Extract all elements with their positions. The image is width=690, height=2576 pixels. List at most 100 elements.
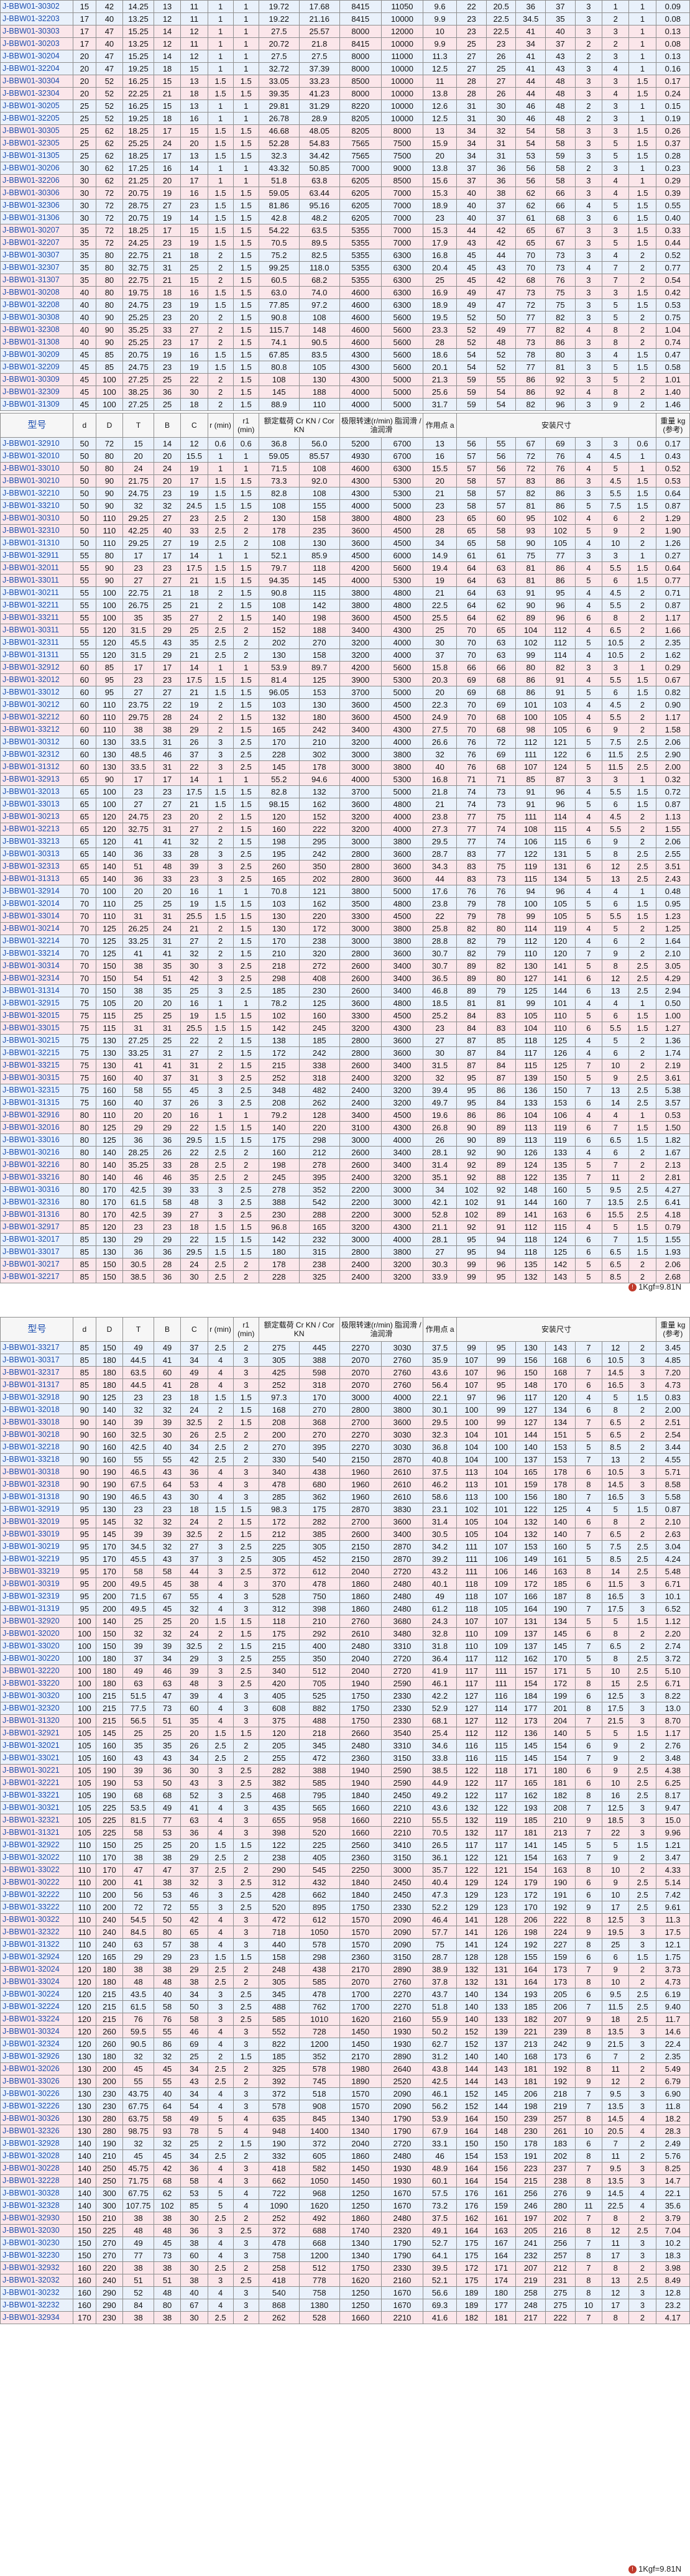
table-cell: 85 xyxy=(72,1378,96,1392)
table-cell: 95 xyxy=(456,1245,487,1258)
table-cell: 107 xyxy=(485,1615,517,1628)
table-cell: 46.5 xyxy=(122,1490,154,1503)
table-cell: 2 xyxy=(232,2261,259,2274)
table-cell: 1.5 xyxy=(628,910,656,923)
table-cell: 32.5 xyxy=(180,1416,208,1429)
model-number: J-BBW01-30217 xyxy=(0,1258,73,1271)
table-cell: 28 xyxy=(180,847,208,861)
table-cell: 37 xyxy=(485,211,517,224)
table-cell: 288 xyxy=(298,1208,340,1221)
table-cell: 34 xyxy=(180,1441,208,1454)
table-cell: 117 xyxy=(456,1652,487,1665)
table-cell: 38 xyxy=(153,2311,182,2324)
table-cell: 92 xyxy=(545,385,576,399)
table-row: J-BBW01-32930 150 210 38 38 30 2.5 2 252 492 1860 2… xyxy=(0,2212,690,2225)
table-cell: 2520 xyxy=(380,2075,424,2088)
table-cell: 75 xyxy=(485,860,517,873)
table-cell: 4 xyxy=(602,348,630,361)
table-cell: 49 xyxy=(122,1664,154,1678)
table-cell: 48.5 xyxy=(122,748,154,761)
table-cell: 345 xyxy=(258,1988,300,2001)
table-cell: 57.7 xyxy=(423,1926,458,1939)
table-cell: 182 xyxy=(456,2311,487,2324)
table-cell: 215 xyxy=(95,2000,124,2013)
table-cell: 1570 xyxy=(339,2100,382,2113)
table-cell: 2250 xyxy=(339,1863,382,1877)
table-cell: 46 xyxy=(180,1888,208,1901)
table-cell: 1980 xyxy=(339,2062,382,2075)
table-cell: 7 xyxy=(602,261,630,274)
table-cell: 27.25 xyxy=(122,398,154,411)
table-cell: 55.9 xyxy=(423,2013,458,2026)
table-cell: 49 xyxy=(122,2237,154,2250)
table-cell: 258 xyxy=(258,2261,300,2274)
table-cell: 140 xyxy=(72,2149,96,2163)
table-cell: 90 xyxy=(485,1146,517,1159)
table-cell: 60 xyxy=(180,2249,208,2262)
table-cell: 2 xyxy=(232,1171,259,1184)
table-cell: 0.83 xyxy=(655,1391,690,1404)
table-cell: 15.0 xyxy=(655,1814,690,1827)
table-cell: 107 xyxy=(515,760,546,773)
table-cell: 176 xyxy=(456,2187,487,2200)
table-cell: 80 xyxy=(72,1158,96,1171)
table-cell: 400 xyxy=(298,1640,340,1653)
table-cell: 1 xyxy=(232,885,259,898)
table-cell: 89.5 xyxy=(298,236,340,249)
table-cell: 2.5 xyxy=(232,748,259,761)
table-cell: 478 xyxy=(298,1577,340,1590)
table-cell: 3 xyxy=(628,1590,656,1603)
table-cell: 2330 xyxy=(380,1901,424,1914)
table-cell: 38 xyxy=(180,2274,208,2287)
table-cell: 33.25 xyxy=(122,935,154,948)
table-cell: 76 xyxy=(456,748,487,761)
table-cell: 2.35 xyxy=(655,636,690,649)
table-cell: 111 xyxy=(485,1677,517,1690)
table-cell: 24 xyxy=(180,711,208,724)
model-number: J-BBW01-30232 xyxy=(0,2286,73,2299)
table-cell: 11 xyxy=(602,1171,630,1184)
table-cell: 4300 xyxy=(380,1221,424,1234)
table-cell: 113 xyxy=(515,1121,546,1134)
table-cell: 3800 xyxy=(339,512,382,525)
table-cell: 34.2 xyxy=(423,1540,458,1553)
table-cell: 3 xyxy=(207,1764,234,1777)
table-cell: 111 xyxy=(456,1540,487,1553)
table-cell: 74 xyxy=(456,785,487,798)
table-cell: 212 xyxy=(298,1146,340,1159)
table-cell: 31 xyxy=(153,935,182,948)
table-cell: 4 xyxy=(602,249,630,262)
table-cell: 7 xyxy=(574,2087,603,2100)
table-cell: 141 xyxy=(456,1926,487,1939)
table-cell: 4800 xyxy=(380,599,424,612)
table-cell: 96 xyxy=(545,611,576,624)
model-number: J-BBW01-33010 xyxy=(0,462,73,475)
table-cell: 30 xyxy=(180,2261,208,2274)
table-cell: 13.8 xyxy=(423,87,458,100)
table-cell: 18.9 xyxy=(423,298,458,312)
table-cell: 230 xyxy=(95,2311,124,2324)
table-cell: 144 xyxy=(515,1428,546,1441)
table-cell: 612 xyxy=(298,1565,340,1578)
table-row: J-BBW01-30208 40 80 19.75 18 16 1.5 1.5 63.0 74.0… xyxy=(0,286,690,299)
table-cell: 2150 xyxy=(339,1553,382,1566)
model-number: J-BBW01-31317 xyxy=(0,1378,73,1392)
table-cell: 77 xyxy=(515,361,546,374)
table-cell: 1750 xyxy=(339,1702,382,1715)
table-cell: 1670 xyxy=(380,2286,424,2299)
table-cell: 51.5 xyxy=(122,1689,154,1702)
table-cell: 145 xyxy=(545,1839,576,1852)
table-cell: 90 xyxy=(95,336,124,349)
table-cell: 137 xyxy=(515,1627,546,1640)
table-cell: 2 xyxy=(574,162,603,175)
table-cell: 3800 xyxy=(380,835,424,848)
table-cell: 162 xyxy=(298,798,340,811)
table-cell: 2 xyxy=(207,698,234,711)
table-cell: 1.12 xyxy=(655,1615,690,1628)
table-cell: 23 xyxy=(180,199,208,212)
table-cell: 256 xyxy=(545,2237,576,2250)
table-cell: 135 xyxy=(545,1158,576,1171)
table-cell: 140 xyxy=(72,2187,96,2200)
table-cell: 33 xyxy=(153,323,182,336)
table-cell: 240 xyxy=(95,1913,124,1926)
